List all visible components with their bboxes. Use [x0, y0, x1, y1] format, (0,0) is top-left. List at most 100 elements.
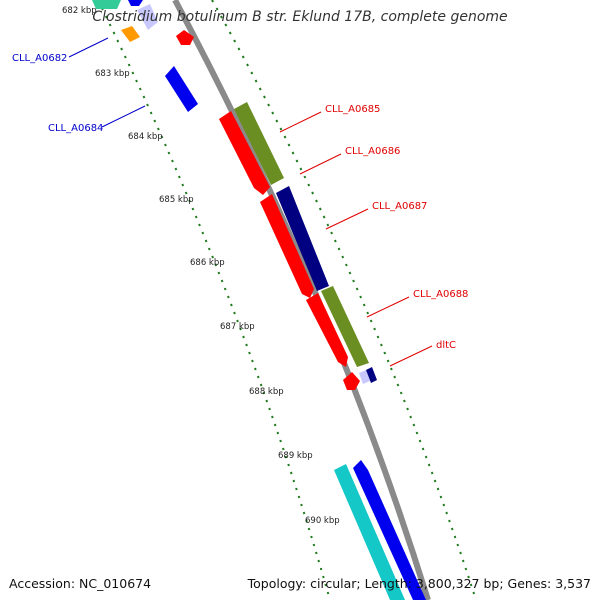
- track-tick: [311, 191, 314, 195]
- track-tick: [123, 55, 127, 59]
- track-tick: [135, 79, 138, 83]
- track-tick: [251, 359, 254, 363]
- map-title: Clostridium botulinum B str. Eklund 17B,…: [92, 9, 508, 25]
- gene-label-cll-a0682[interactable]: CLL_A0682: [12, 53, 67, 64]
- track-tick: [369, 319, 373, 323]
- track-tick: [436, 487, 440, 491]
- track-tick: [131, 71, 135, 75]
- track-tick: [120, 47, 123, 51]
- track-tick: [442, 503, 446, 507]
- track-tick: [322, 575, 325, 579]
- gene-feature-blue-bottom[interactable]: [353, 460, 426, 600]
- gene-feature-cyan[interactable]: [334, 464, 405, 600]
- gene-features: [92, 0, 426, 600]
- track-tick: [396, 383, 400, 387]
- kbp-tick-label: 687 kbp: [220, 322, 255, 332]
- track-tick: [366, 311, 370, 315]
- gene-feature-cll-a0687-red[interactable]: [260, 194, 314, 298]
- gene-feature-blue-top[interactable]: [128, 0, 143, 6]
- track-tick: [112, 31, 116, 35]
- track-tick: [456, 543, 460, 547]
- gene-label-cll-a0684[interactable]: CLL_A0684: [48, 123, 103, 134]
- gene-feature-dltc-lavender[interactable]: [359, 370, 370, 384]
- track-tick: [376, 335, 380, 339]
- track-tick: [167, 151, 171, 155]
- track-tick: [341, 255, 345, 259]
- track-tick: [326, 223, 330, 227]
- gene-label-cll-a0688[interactable]: CLL_A0688: [413, 289, 468, 300]
- track-tick: [181, 183, 185, 187]
- track-tick: [297, 495, 301, 499]
- track-tick: [108, 23, 112, 27]
- gene-feature-cll-a0687[interactable]: [276, 186, 329, 291]
- track-tick: [359, 295, 363, 299]
- track-tick: [174, 167, 178, 171]
- gene-feature-red-small[interactable]: [176, 30, 194, 45]
- track-tick: [427, 463, 431, 467]
- track-tick: [271, 415, 274, 419]
- track-tick: [146, 103, 149, 107]
- track-tick: [191, 207, 195, 211]
- gene-feature-cll-a0684[interactable]: [165, 66, 198, 112]
- gene-label-cll-a0685[interactable]: CLL_A0685: [325, 104, 380, 115]
- track-tick: [305, 519, 308, 523]
- gene-label-cll-a0686[interactable]: CLL_A0686: [345, 146, 400, 157]
- track-tick: [461, 559, 465, 563]
- track-tick: [276, 431, 280, 435]
- track-tick: [472, 591, 476, 595]
- track-tick: [448, 519, 451, 523]
- track-tick: [406, 407, 409, 411]
- track-tick: [184, 191, 188, 195]
- leader-line-cll-a0684: [101, 105, 146, 128]
- accession-label: Accession: NC_010674: [9, 576, 152, 591]
- track-tick: [207, 247, 211, 251]
- track-tick: [256, 375, 260, 379]
- gene-feature-cll-a0682[interactable]: [121, 26, 140, 42]
- track-tick: [445, 511, 448, 515]
- gene-feature-red-dltc[interactable]: [343, 372, 360, 390]
- track-tick: [292, 479, 296, 483]
- track-tick: [246, 63, 249, 67]
- gene-feature-teal[interactable]: [92, 0, 121, 9]
- track-tick: [439, 495, 443, 499]
- track-tick: [399, 391, 403, 395]
- kbp-tick-label: 689 kbp: [278, 451, 313, 461]
- leader-line-cll-a0687: [325, 208, 369, 230]
- track-tick: [362, 303, 366, 307]
- track-tick: [171, 159, 174, 163]
- track-tick: [284, 455, 288, 459]
- track-tick: [315, 551, 318, 555]
- gene-label-dltc[interactable]: dltC: [436, 340, 456, 351]
- track-tick: [254, 79, 258, 83]
- track-tick: [303, 175, 307, 179]
- track-tick: [242, 335, 245, 339]
- track-tick: [450, 527, 454, 531]
- track-tick: [268, 407, 271, 411]
- track-tick: [233, 39, 237, 43]
- track-tick: [418, 439, 422, 443]
- kbp-tick-label: 684 kbp: [128, 132, 163, 142]
- track-tick: [230, 303, 233, 307]
- track-tick: [289, 471, 293, 475]
- gene-feature-cll-a0688-red[interactable]: [306, 293, 348, 367]
- gene-feature-lavender-top[interactable]: [137, 4, 158, 30]
- gene-feature-cll-a0688[interactable]: [321, 286, 369, 367]
- leader-line-cll-a0688: [366, 296, 410, 318]
- track-tick: [287, 463, 290, 467]
- track-tick: [324, 583, 327, 587]
- gene-feature-cll-a0685[interactable]: [234, 102, 284, 185]
- track-tick: [215, 7, 219, 11]
- track-tick: [299, 167, 303, 171]
- track-tick: [322, 215, 326, 219]
- gene-label-cll-a0687[interactable]: CLL_A0687: [372, 201, 427, 212]
- track-tick: [373, 327, 376, 331]
- track-tick: [236, 319, 239, 323]
- track-tick: [267, 103, 270, 107]
- gene-feature-dltc[interactable]: [366, 367, 377, 383]
- track-tick: [467, 575, 470, 579]
- track-tick: [355, 287, 359, 291]
- gene-feature-cll-a0685-red[interactable]: [219, 111, 270, 195]
- track-tick: [282, 447, 285, 451]
- track-tick: [220, 15, 223, 19]
